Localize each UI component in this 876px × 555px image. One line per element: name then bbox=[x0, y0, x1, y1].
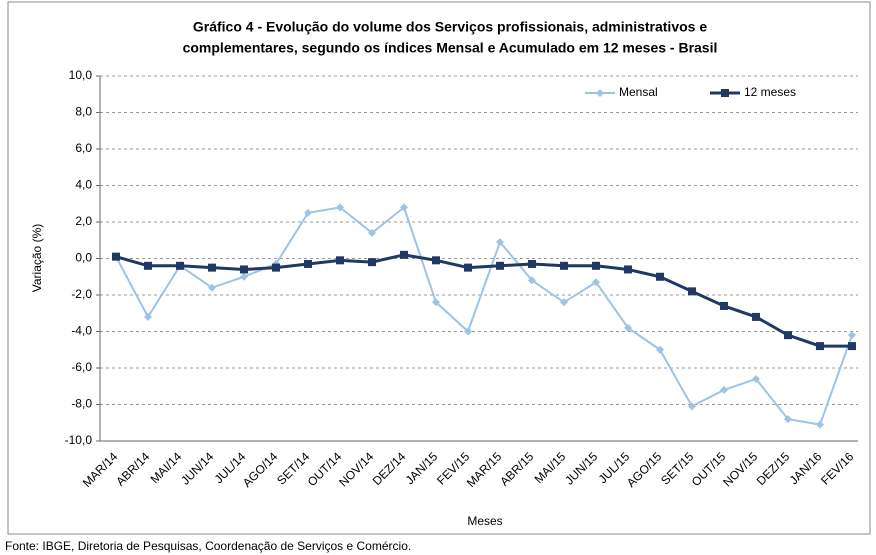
y-tick-label: 0,0 bbox=[75, 251, 92, 265]
y-axis-label: Variação (%) bbox=[30, 224, 44, 292]
x-tick-label: ABR/15 bbox=[497, 449, 536, 488]
point bbox=[496, 261, 504, 270]
point bbox=[400, 203, 408, 212]
point bbox=[816, 420, 824, 429]
point bbox=[656, 272, 664, 281]
point bbox=[688, 402, 696, 411]
source-note: Fonte: IBGE, Diretoria de Pesquisas, Coo… bbox=[5, 539, 411, 553]
x-tick-label: MAI/14 bbox=[148, 449, 185, 486]
point bbox=[368, 258, 376, 267]
point bbox=[784, 331, 792, 340]
point bbox=[560, 298, 568, 307]
point bbox=[656, 345, 664, 354]
x-tick-label: MAI/15 bbox=[532, 449, 569, 486]
point bbox=[272, 263, 280, 272]
x-tick-label: JAN/15 bbox=[403, 449, 441, 487]
y-tick-label: 2,0 bbox=[75, 214, 92, 228]
point bbox=[368, 228, 376, 237]
x-tick-label: JAN/16 bbox=[787, 449, 825, 487]
point bbox=[592, 278, 600, 287]
x-tick-label: DEZ/14 bbox=[370, 449, 409, 488]
point bbox=[592, 261, 600, 270]
x-tick-label: FEV/16 bbox=[818, 449, 856, 487]
y-tick-label: 10,0 bbox=[69, 68, 93, 82]
point bbox=[464, 263, 472, 272]
point bbox=[528, 259, 536, 268]
point bbox=[528, 276, 536, 285]
point bbox=[720, 301, 728, 310]
x-tick-label: ABR/14 bbox=[113, 449, 152, 488]
point bbox=[560, 261, 568, 270]
x-tick-label: AGO/14 bbox=[240, 449, 281, 490]
point bbox=[336, 203, 344, 212]
point bbox=[624, 265, 632, 274]
y-tick-label: -6,0 bbox=[71, 360, 92, 374]
point bbox=[240, 265, 248, 274]
x-tick-label: MAR/14 bbox=[80, 449, 121, 490]
frame bbox=[7, 1, 871, 535]
y-tick-label: 6,0 bbox=[75, 141, 92, 155]
point bbox=[400, 250, 408, 259]
chart-title: complementares, segundo os índices Mensa… bbox=[183, 40, 718, 56]
x-tick-label: NOV/15 bbox=[720, 449, 760, 489]
x-tick-label: AGO/15 bbox=[624, 449, 665, 490]
point bbox=[304, 208, 312, 217]
point bbox=[752, 374, 760, 383]
y-tick-label: -10,0 bbox=[65, 433, 93, 447]
x-axis-label: Meses bbox=[467, 514, 502, 528]
point bbox=[848, 331, 856, 340]
point bbox=[432, 256, 440, 265]
point bbox=[752, 312, 760, 321]
point bbox=[624, 323, 632, 332]
y-tick-label: 4,0 bbox=[75, 178, 92, 192]
point bbox=[240, 272, 248, 281]
point bbox=[304, 259, 312, 268]
y-tick-label: 8,0 bbox=[75, 105, 92, 119]
point bbox=[144, 312, 152, 321]
point bbox=[144, 261, 152, 270]
point bbox=[336, 256, 344, 265]
series-line bbox=[115, 205, 853, 426]
point bbox=[112, 252, 120, 261]
legend-label: Mensal bbox=[619, 85, 658, 99]
series-line bbox=[115, 253, 852, 348]
point bbox=[464, 327, 472, 336]
point bbox=[720, 385, 728, 394]
y-tick-label: -2,0 bbox=[71, 287, 92, 301]
point bbox=[848, 342, 856, 351]
point bbox=[784, 415, 792, 424]
point bbox=[208, 263, 216, 272]
x-tick-label: JUN/15 bbox=[562, 449, 600, 487]
x-tick-label: MAR/15 bbox=[464, 449, 505, 490]
point bbox=[688, 287, 696, 296]
chart-title: Gráfico 4 - Evolução do volume dos Servi… bbox=[193, 19, 707, 35]
x-tick-label: JUN/14 bbox=[178, 449, 216, 487]
point bbox=[596, 89, 604, 97]
y-tick-label: -8,0 bbox=[71, 397, 92, 411]
y-tick-label: -4,0 bbox=[71, 324, 92, 338]
point bbox=[816, 342, 824, 351]
point bbox=[432, 298, 440, 307]
point bbox=[496, 238, 504, 247]
point bbox=[721, 89, 729, 97]
x-tick-label: DEZ/15 bbox=[754, 449, 793, 488]
legend-label: 12 meses bbox=[744, 85, 796, 99]
point bbox=[208, 283, 216, 292]
x-tick-label: NOV/14 bbox=[336, 449, 376, 489]
point bbox=[176, 261, 184, 270]
